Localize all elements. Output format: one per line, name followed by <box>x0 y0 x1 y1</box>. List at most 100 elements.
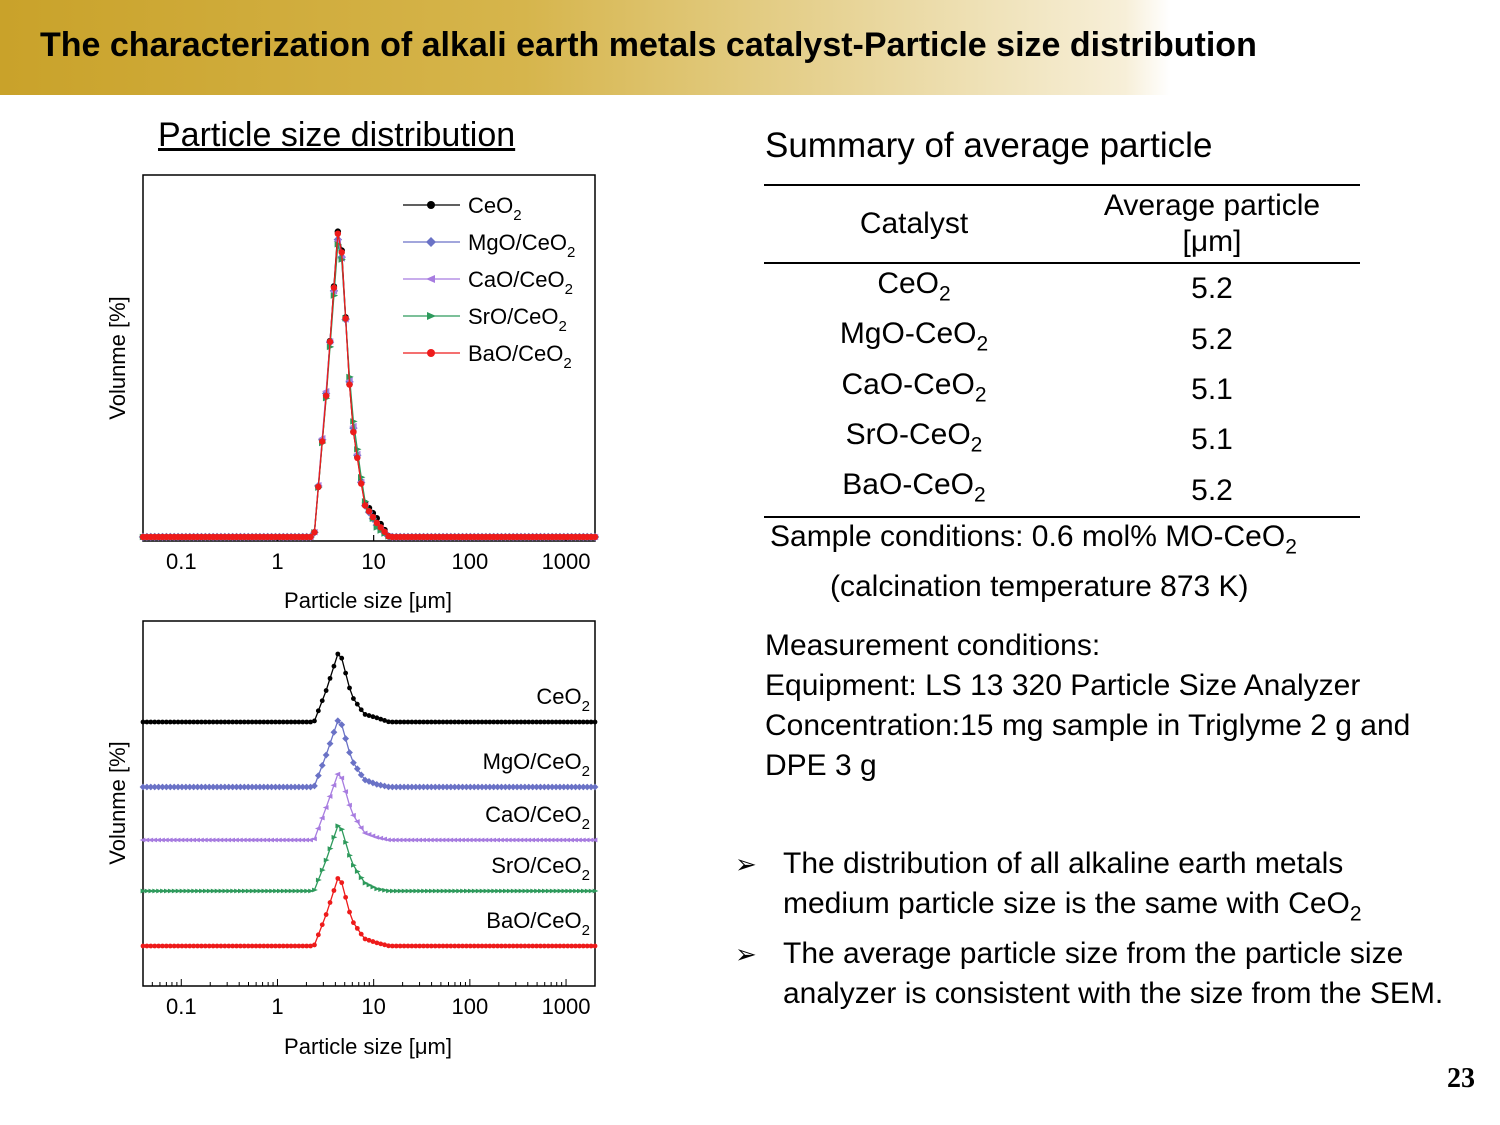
data-point <box>396 783 404 791</box>
data-point <box>346 749 353 756</box>
data-point <box>378 887 385 892</box>
data-point <box>482 783 490 791</box>
data-point <box>409 719 415 725</box>
data-point <box>592 943 598 949</box>
data-point <box>167 943 173 949</box>
x-tick-label: 1000 <box>542 994 591 1019</box>
data-point <box>431 837 438 843</box>
data-point <box>253 719 259 725</box>
data-point <box>552 783 560 791</box>
data-point <box>425 943 430 949</box>
data-point <box>195 888 201 894</box>
data-point <box>237 783 244 791</box>
data-point <box>518 943 524 949</box>
data-point <box>464 943 469 949</box>
measurement-line3: Concentration:15 mg sample in Triglyme 2… <box>765 709 1411 742</box>
data-point <box>347 685 352 691</box>
data-point <box>506 719 512 725</box>
data-point <box>541 943 547 949</box>
summary-value: 5.2 <box>1191 272 1233 306</box>
data-point <box>444 943 450 949</box>
data-point <box>490 837 497 843</box>
data-point <box>440 719 446 725</box>
data-point <box>417 719 423 725</box>
data-point <box>194 783 201 791</box>
data-point <box>577 888 583 894</box>
data-point <box>256 783 264 791</box>
data-point <box>583 783 591 791</box>
plot-frame <box>142 174 596 542</box>
sample-conditions-line2: (calcination temperature 873 K) <box>830 570 1249 604</box>
data-point <box>346 802 352 808</box>
data-point <box>139 837 146 843</box>
data-point <box>478 837 485 843</box>
x-tick-label: 0.1 <box>166 994 197 1019</box>
data-point <box>392 837 399 843</box>
conclusion-item: ➢ The distribution of all alkaline earth … <box>735 844 1455 934</box>
data-point <box>362 712 368 717</box>
data-point <box>276 943 282 949</box>
data-point <box>334 771 341 777</box>
data-point <box>273 943 278 949</box>
data-point <box>513 783 521 791</box>
data-point <box>435 837 442 843</box>
data-point <box>353 765 361 773</box>
data-point <box>490 783 498 791</box>
data-point <box>483 943 489 949</box>
data-point <box>553 719 559 725</box>
data-point <box>386 943 391 949</box>
summary-table: Catalyst Average particle [μm] CeO2 5.2 Mg… <box>764 184 1360 518</box>
data-point <box>279 837 286 843</box>
data-point <box>226 943 232 949</box>
data-point <box>386 719 391 725</box>
data-point <box>525 837 532 843</box>
data-point <box>295 783 303 791</box>
summary-catalyst: CaO-CeO2 <box>764 365 1064 415</box>
data-point <box>544 783 552 791</box>
catalyst-name: CeO <box>877 267 939 300</box>
data-point <box>362 936 368 942</box>
data-point <box>339 880 345 886</box>
data-point <box>494 837 500 843</box>
data-point <box>179 888 186 894</box>
catalyst-subscript: 2 <box>976 332 989 356</box>
data-point <box>382 942 387 948</box>
data-point <box>241 943 247 949</box>
data-point <box>287 783 295 791</box>
data-point <box>156 943 161 949</box>
data-point <box>444 719 450 725</box>
summary-catalyst: SrO-CeO2 <box>764 415 1064 465</box>
data-point <box>482 837 489 843</box>
data-point <box>420 783 427 791</box>
conclusion-list: ➢ The distribution of all alkaline earth … <box>735 844 1455 1014</box>
data-point <box>592 719 598 725</box>
data-point <box>166 837 173 843</box>
data-point <box>560 783 568 791</box>
data-point <box>529 837 536 843</box>
summary-row: BaO-CeO2 5.2 <box>764 465 1360 517</box>
data-point <box>280 943 286 949</box>
data-point <box>439 783 447 791</box>
data-point <box>222 943 228 949</box>
data-point <box>190 837 197 843</box>
data-point <box>167 888 174 894</box>
data-point <box>351 920 356 926</box>
data-point <box>240 783 248 791</box>
data-point <box>561 888 568 894</box>
data-point <box>521 837 528 843</box>
data-point <box>206 943 212 949</box>
data-point <box>502 943 508 949</box>
data-point <box>272 783 279 791</box>
data-point <box>322 751 330 759</box>
data-point <box>257 943 263 949</box>
data-point <box>378 716 384 722</box>
data-point <box>233 837 239 843</box>
data-point <box>369 833 376 839</box>
data-point <box>143 837 150 843</box>
data-point <box>526 888 533 894</box>
data-point <box>370 884 377 890</box>
header-catalyst: Catalyst <box>859 207 969 240</box>
data-point <box>413 943 419 949</box>
data-point <box>386 888 392 894</box>
data-point <box>342 735 350 742</box>
